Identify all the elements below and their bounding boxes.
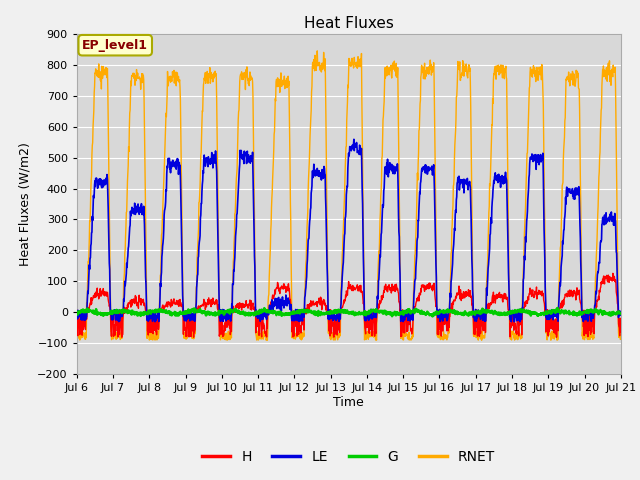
Text: EP_level1: EP_level1 — [82, 39, 148, 52]
Title: Heat Fluxes: Heat Fluxes — [304, 16, 394, 31]
Y-axis label: Heat Fluxes (W/m2): Heat Fluxes (W/m2) — [19, 142, 32, 266]
Legend: H, LE, G, RNET: H, LE, G, RNET — [196, 444, 501, 470]
X-axis label: Time: Time — [333, 396, 364, 409]
